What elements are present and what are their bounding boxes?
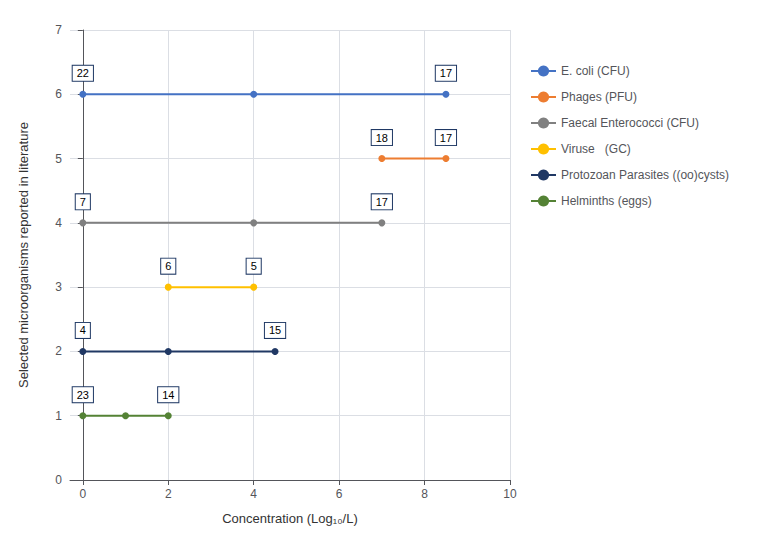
svg-text:17: 17 (376, 196, 388, 208)
svg-text:17: 17 (440, 67, 452, 79)
svg-text:6: 6 (165, 260, 171, 272)
svg-text:6: 6 (55, 87, 62, 101)
svg-text:1: 1 (55, 409, 62, 423)
svg-text:6: 6 (336, 487, 343, 501)
svg-text:4: 4 (80, 324, 86, 336)
svg-text:Selected microorganisms report: Selected microorganisms reported in lite… (16, 122, 31, 388)
svg-text:23: 23 (77, 389, 89, 401)
svg-text:7: 7 (80, 196, 86, 208)
svg-text:17: 17 (440, 132, 452, 144)
svg-text:Faecal Enterococci (CFU): Faecal Enterococci (CFU) (561, 116, 699, 130)
svg-text:Protozoan Parasites ((oo)cysts: Protozoan Parasites ((oo)cysts) (561, 168, 729, 182)
svg-text:14: 14 (162, 389, 174, 401)
svg-text:10: 10 (503, 487, 517, 501)
svg-text:18: 18 (376, 132, 388, 144)
svg-text:Phages (PFU): Phages (PFU) (561, 90, 637, 104)
svg-text:2: 2 (55, 344, 62, 358)
svg-text:7: 7 (55, 23, 62, 37)
svg-text:4: 4 (250, 487, 257, 501)
svg-text:Helminths (eggs): Helminths (eggs) (561, 194, 652, 208)
svg-text:5: 5 (251, 260, 257, 272)
svg-text:22: 22 (77, 67, 89, 79)
svg-text:Viruse (GC): Viruse (GC) (561, 142, 631, 156)
svg-text:5: 5 (55, 152, 62, 166)
svg-text:0: 0 (55, 473, 62, 487)
svg-text:2: 2 (165, 487, 172, 501)
svg-text:E. coli (CFU): E. coli (CFU) (561, 64, 630, 78)
svg-text:4: 4 (55, 216, 62, 230)
svg-text:Concentration (Log₁₀/L): Concentration (Log₁₀/L) (222, 511, 358, 526)
svg-text:3: 3 (55, 280, 62, 294)
svg-text:15: 15 (269, 324, 281, 336)
svg-text:8: 8 (421, 487, 428, 501)
svg-text:0: 0 (79, 487, 86, 501)
